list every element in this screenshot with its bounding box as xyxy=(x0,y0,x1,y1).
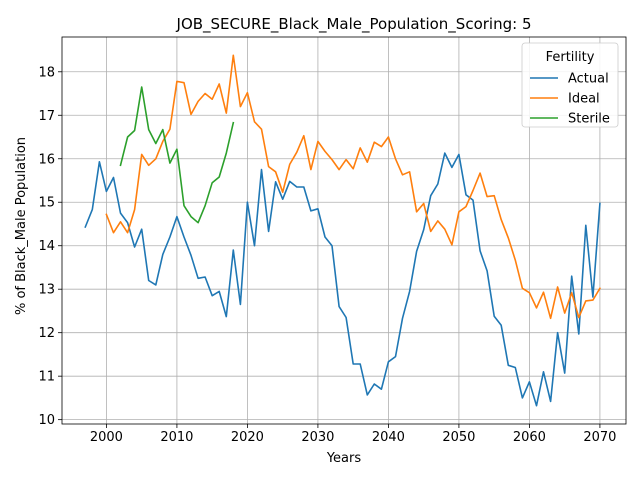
legend-label-ideal: Ideal xyxy=(568,92,600,107)
legend-items: Actual Ideal Sterile xyxy=(530,72,610,127)
x-tick-label: 2030 xyxy=(301,430,334,445)
x-tick-label: 2070 xyxy=(583,430,616,445)
y-tick-label: 17 xyxy=(38,109,55,124)
x-axis-ticks: 2000 2010 2020 2030 2040 2050 2060 2070 xyxy=(90,424,616,445)
y-tick-label: 14 xyxy=(38,239,55,254)
series-lines xyxy=(84,54,601,407)
y-axis-ticks: 10 11 12 13 14 15 16 17 18 xyxy=(38,65,62,428)
legend-label-actual: Actual xyxy=(568,72,609,87)
plot-frame xyxy=(61,36,627,425)
x-tick-label: 2010 xyxy=(160,430,193,445)
y-tick-label: 11 xyxy=(38,370,55,385)
legend-box xyxy=(521,42,619,128)
x-tick-label: 2060 xyxy=(513,430,546,445)
y-tick-label: 10 xyxy=(38,413,55,428)
series-line-actual xyxy=(84,152,601,407)
y-tick-label: 13 xyxy=(38,283,55,298)
chart-title: JOB_SECURE_Black_Male_Population_Scoring… xyxy=(176,15,532,34)
legend-label-sterile: Sterile xyxy=(568,112,610,127)
x-tick-label: 2000 xyxy=(90,430,123,445)
series-line-sterile xyxy=(119,86,235,224)
x-tick-label: 2050 xyxy=(442,430,475,445)
legend-title: Fertility xyxy=(546,50,595,65)
y-tick-label: 16 xyxy=(38,152,55,167)
y-tick-label: 18 xyxy=(38,65,55,80)
y-tick-label: 15 xyxy=(38,196,55,211)
x-axis-label: Years xyxy=(326,451,362,466)
y-axis-label: % of Black_Male Population xyxy=(14,137,29,315)
series-line-ideal xyxy=(105,54,601,320)
legend: Fertility Actual Ideal Sterile xyxy=(521,42,619,128)
x-tick-label: 2040 xyxy=(372,430,405,445)
x-tick-label: 2020 xyxy=(231,430,264,445)
y-tick-label: 12 xyxy=(38,326,55,341)
